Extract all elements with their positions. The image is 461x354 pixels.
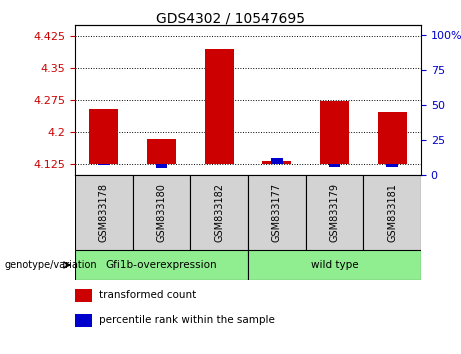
- Bar: [156, 164, 167, 168]
- Text: GSM833178: GSM833178: [99, 183, 109, 242]
- Text: genotype/variation: genotype/variation: [5, 260, 97, 270]
- Bar: [89, 109, 118, 164]
- Bar: [248, 175, 306, 250]
- Bar: [386, 164, 398, 167]
- Text: GSM833177: GSM833177: [272, 183, 282, 242]
- Text: Gfi1b-overexpression: Gfi1b-overexpression: [106, 260, 217, 270]
- Bar: [271, 158, 283, 164]
- Bar: [147, 138, 176, 164]
- Text: GSM833182: GSM833182: [214, 183, 224, 242]
- Bar: [205, 48, 234, 164]
- Text: GSM833179: GSM833179: [330, 183, 339, 242]
- Text: GSM833181: GSM833181: [387, 183, 397, 242]
- Text: transformed count: transformed count: [99, 290, 196, 300]
- Text: GSM833180: GSM833180: [156, 183, 166, 242]
- Text: percentile rank within the sample: percentile rank within the sample: [99, 315, 275, 325]
- Bar: [133, 175, 190, 250]
- Bar: [306, 175, 363, 250]
- Bar: [75, 175, 133, 250]
- Bar: [329, 164, 340, 167]
- Bar: [248, 250, 421, 280]
- Bar: [75, 314, 92, 326]
- Bar: [378, 112, 407, 164]
- Bar: [75, 289, 92, 302]
- Text: GDS4302 / 10547695: GDS4302 / 10547695: [156, 12, 305, 26]
- Text: wild type: wild type: [311, 260, 358, 270]
- Bar: [363, 175, 421, 250]
- Bar: [98, 164, 110, 165]
- Bar: [75, 250, 248, 280]
- Bar: [320, 101, 349, 164]
- Bar: [262, 161, 291, 164]
- Bar: [190, 175, 248, 250]
